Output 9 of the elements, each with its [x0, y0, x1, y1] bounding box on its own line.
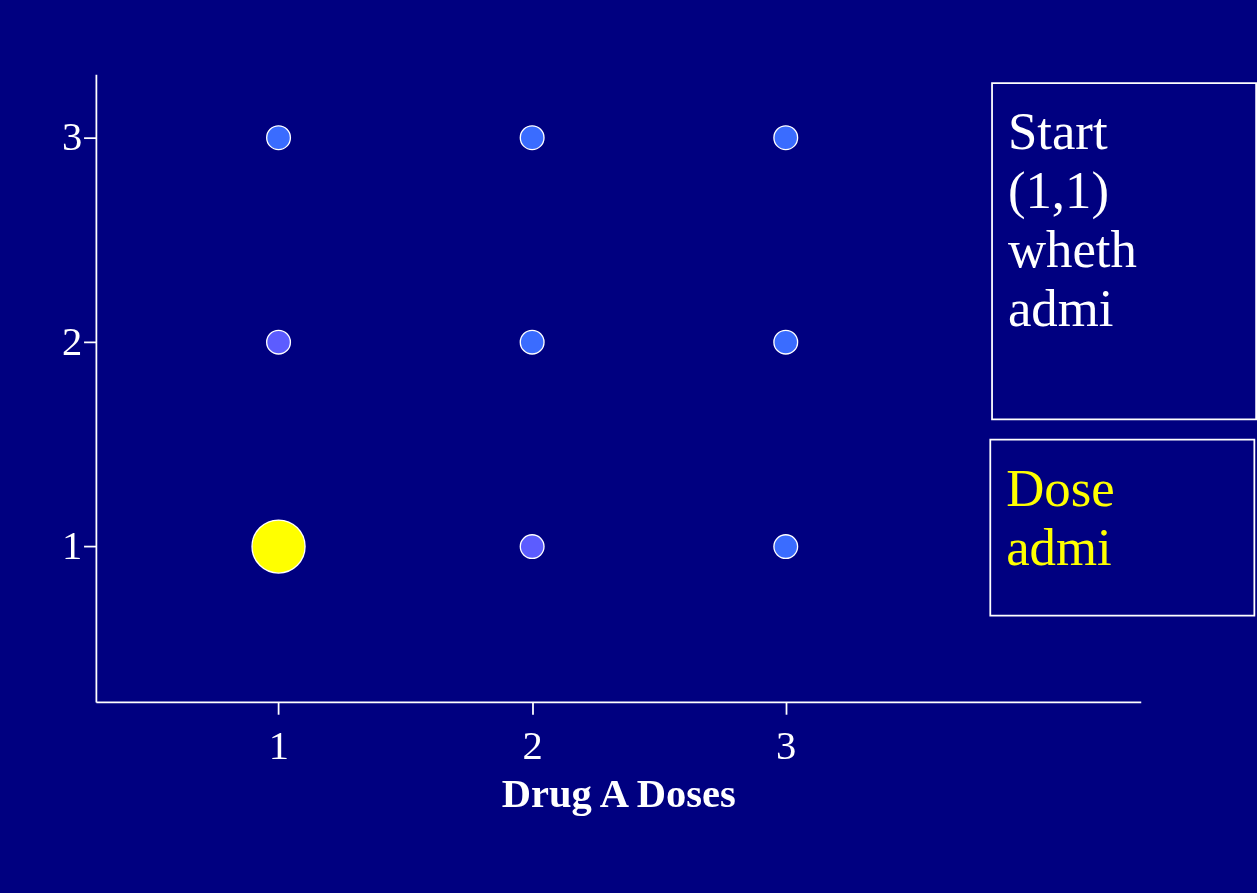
- annotation: Dose admi: [1006, 458, 1115, 576]
- x-axis-title: Drug A Doses: [501, 771, 736, 817]
- x-tick-label: 3: [776, 722, 797, 768]
- x-tick-label: 1: [268, 722, 290, 768]
- y-tick-label: 3: [62, 114, 83, 160]
- y-tick-label: 2: [62, 318, 83, 364]
- x-tick-label: 2: [522, 722, 543, 768]
- y-tick-label: 1: [62, 523, 83, 569]
- annotation: Start (1,1) wheth admi: [1007, 102, 1137, 338]
